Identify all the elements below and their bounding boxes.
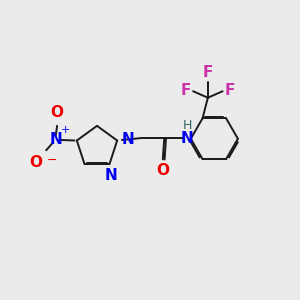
Text: O: O xyxy=(29,154,42,169)
Text: N: N xyxy=(181,130,194,146)
Text: N: N xyxy=(121,132,134,147)
Text: F: F xyxy=(203,65,213,80)
Text: N: N xyxy=(104,168,117,183)
Text: O: O xyxy=(156,163,169,178)
Text: N: N xyxy=(49,132,62,147)
Text: F: F xyxy=(225,83,235,98)
Text: F: F xyxy=(180,83,191,98)
Text: −: − xyxy=(46,154,57,167)
Text: +: + xyxy=(61,125,70,135)
Text: O: O xyxy=(51,105,64,120)
Text: H: H xyxy=(183,119,193,132)
